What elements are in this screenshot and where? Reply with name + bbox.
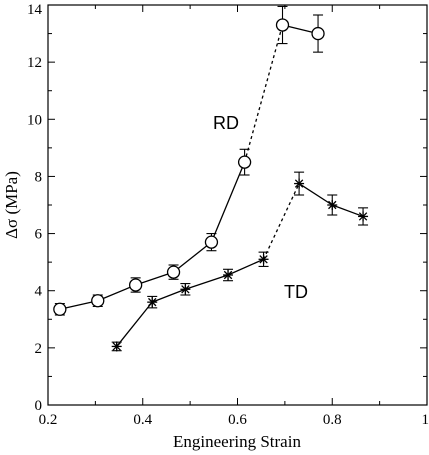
rd-line-segment: [210, 161, 246, 243]
td-marker-stroke: [328, 200, 337, 210]
td-marker-stroke: [358, 212, 368, 221]
y-tick-label: 0: [35, 398, 43, 414]
series-rd: [53, 5, 325, 316]
y-tick-label: 8: [35, 169, 43, 185]
td-marker-stroke: [294, 179, 304, 188]
td-line-segment: [116, 301, 153, 347]
y-tick-label: 14: [27, 2, 43, 18]
td-data-point: [111, 341, 122, 352]
y-tick-label: 6: [35, 227, 43, 243]
rd-data-point: [53, 302, 67, 316]
x-axis-title: Engineering Strain: [173, 432, 301, 451]
rd-data-point: [91, 294, 105, 308]
rd-line-segment: [97, 284, 136, 302]
rd-data-point: [237, 155, 252, 169]
td-marker-stroke: [148, 297, 157, 307]
td-line-segment: [298, 183, 333, 206]
x-tick-label: 1: [422, 412, 429, 428]
td-marker-stroke: [259, 255, 268, 264]
series-label-rd: RD: [213, 113, 239, 133]
y-tick-label: 10: [27, 112, 42, 128]
td-line-segment: [262, 183, 300, 260]
rd-data-point: [204, 235, 219, 249]
x-tick-label: 0.8: [323, 412, 342, 428]
td-data-point: [223, 270, 234, 280]
td-data-point: [258, 254, 269, 265]
rd-data-point: [166, 265, 181, 279]
td-line-segment: [151, 288, 186, 303]
td-data-point: [327, 200, 338, 210]
y-axis-title: Δσ (MPa): [2, 171, 21, 239]
labels-layer: Engineering Strain Δσ (MPa) RD TD: [2, 113, 308, 451]
td-data-point: [147, 297, 158, 308]
td-line-segment: [227, 258, 264, 276]
td-data-point: [180, 284, 191, 295]
plot-frame: [47, 4, 428, 406]
td-line-segment: [185, 274, 229, 290]
rd-data-point: [311, 26, 325, 41]
rd-line-segment: [173, 241, 212, 273]
rd-data-point: [128, 278, 143, 292]
series-td: [111, 171, 369, 352]
rd-line-segment: [243, 24, 284, 163]
series-label-td: TD: [284, 282, 308, 302]
td-marker-stroke: [223, 270, 233, 280]
series-layer: [53, 5, 369, 352]
td-data-point: [294, 178, 305, 189]
y-tick-label: 2: [35, 341, 43, 357]
x-tick-label: 0.2: [39, 412, 58, 428]
rd-line-segment: [135, 271, 174, 286]
td-line-segment: [332, 204, 364, 218]
rd-data-point: [275, 18, 290, 32]
td-marker-stroke: [112, 342, 121, 351]
td-marker-stroke: [181, 285, 190, 294]
x-tick-label: 0.6: [228, 412, 247, 428]
x-tick-label: 0.4: [133, 412, 152, 428]
td-data-point: [358, 211, 369, 222]
y-tick-label: 12: [27, 55, 42, 71]
y-tick-label: 4: [35, 284, 43, 300]
